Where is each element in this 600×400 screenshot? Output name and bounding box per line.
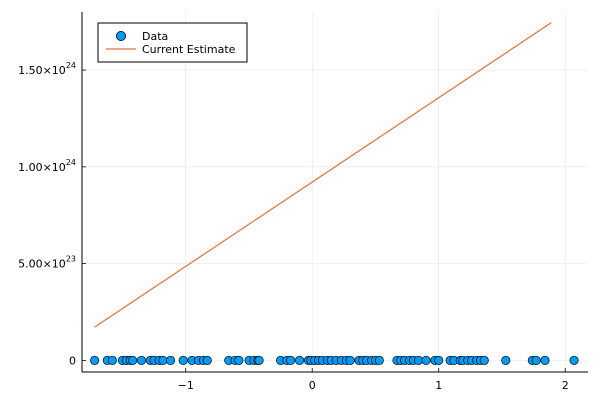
legend-label-estimate: Current Estimate (142, 43, 236, 56)
legend-data-marker-icon (116, 30, 127, 41)
legend-box (97, 22, 248, 63)
data-point (345, 355, 355, 365)
x-tick-label: −1 (178, 379, 194, 392)
y-tick-label: 1.50×1024 (18, 61, 76, 77)
y-tick-label: 5.00×1023 (18, 255, 76, 271)
data-point (286, 355, 296, 365)
legend: Data Current Estimate (97, 22, 248, 63)
data-point (254, 355, 264, 365)
data-point (479, 355, 489, 365)
data-point (569, 355, 579, 365)
y-tick-exponent: 24 (66, 158, 76, 167)
y-tick-exponent: 24 (66, 61, 76, 70)
data-point (202, 355, 212, 365)
data-point (128, 355, 138, 365)
axes (81, 12, 588, 373)
data-point (107, 355, 117, 365)
legend-label-data: Data (142, 30, 168, 43)
data-point (434, 355, 444, 365)
x-tick-label: 1 (435, 379, 442, 392)
y-tick-label: 1.00×1024 (18, 158, 76, 174)
y-tick-mantissa: 1.00×10 (18, 161, 66, 174)
data-point (501, 355, 511, 365)
y-tick-mantissa: 5.00×10 (18, 258, 66, 271)
y-tick-mantissa: 1.50×10 (18, 64, 66, 77)
data-point (540, 355, 550, 365)
x-ticks: −1 0 1 2 (178, 368, 569, 392)
x-tick-label: 0 (309, 379, 316, 392)
grid (82, 12, 588, 372)
data-point (295, 355, 305, 365)
series-line-estimate (94, 22, 552, 328)
data-point (234, 355, 244, 365)
series-layer (90, 22, 579, 365)
data-point (531, 355, 541, 365)
y-tick-mantissa: 0 (69, 354, 76, 367)
data-point (90, 355, 100, 365)
data-point (421, 355, 431, 365)
data-point (374, 355, 384, 365)
data-point (178, 355, 188, 365)
data-point (413, 355, 424, 365)
data-point (166, 355, 176, 365)
y-tick-exponent: 23 (66, 255, 76, 264)
y-tick-label: 0 (69, 354, 76, 367)
x-tick-label: 2 (562, 379, 569, 392)
data-point (136, 355, 147, 365)
data-point (158, 355, 168, 365)
